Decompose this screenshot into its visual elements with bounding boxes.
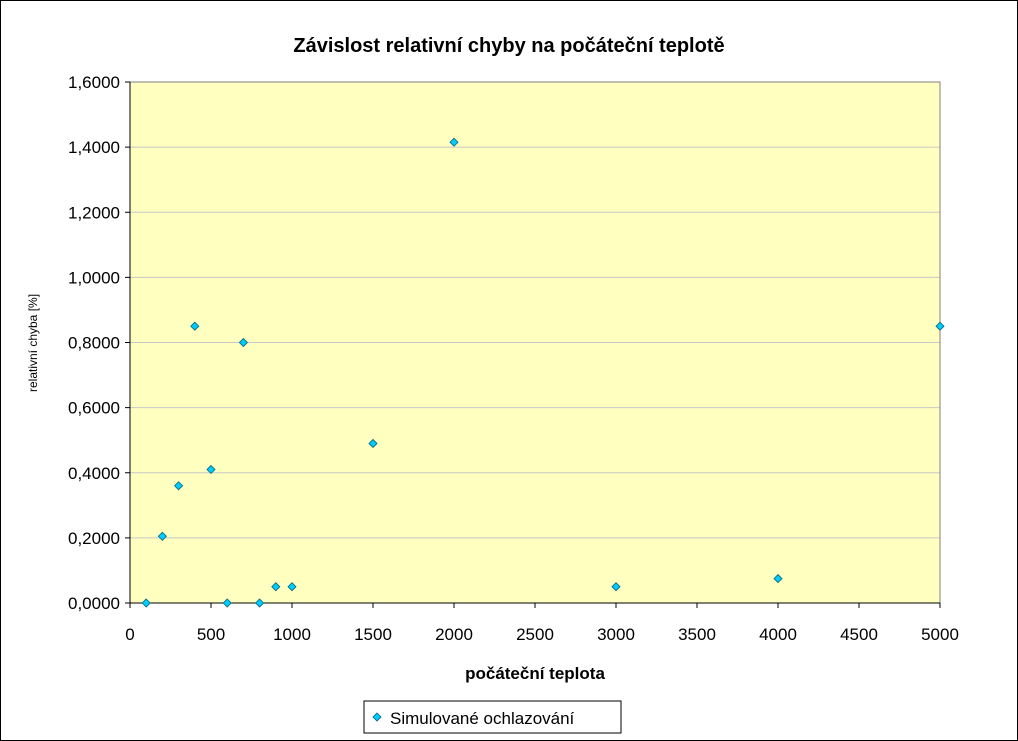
y-tick-label: 1,4000 xyxy=(68,138,120,157)
y-axis-label: relativní chyba [%] xyxy=(26,294,40,392)
x-tick-label: 0 xyxy=(125,625,134,644)
data-point xyxy=(287,582,297,592)
legend-label: Simulované ochlazování xyxy=(390,709,575,728)
y-tick-label: 0,2000 xyxy=(68,529,120,548)
x-axis-ticks: 0 500 1000 1500 2000 2500 3000 3500 4000 4500 5000 xyxy=(125,603,959,644)
y-tick-label: 1,6000 xyxy=(68,73,120,92)
x-tick-label: 3000 xyxy=(597,625,635,644)
plot-area: 0 500 1000 1500 2000 2500 3000 3500 4000 4500 5000… xyxy=(68,73,959,644)
legend-marker-icon xyxy=(372,712,382,722)
data-point xyxy=(935,321,945,331)
x-tick-label: 500 xyxy=(197,625,225,644)
y-tick-label: 0,8000 xyxy=(68,334,120,353)
x-axis-label: počáteční teplota xyxy=(465,664,605,683)
chart-title: Závislost relativní chyby na počáteční t… xyxy=(293,35,724,57)
x-tick-label: 2000 xyxy=(435,625,473,644)
y-tick-label: 1,2000 xyxy=(68,203,120,222)
data-point xyxy=(238,337,248,348)
legend-box xyxy=(363,700,622,734)
y-axis-ticks: 0,0000 0,2000 0,4000 0,6000 0,8000 1,0000 1,20… xyxy=(68,73,130,613)
data-point xyxy=(222,598,232,608)
x-tick-label: 2500 xyxy=(516,625,554,644)
y-tick-label: 0,6000 xyxy=(68,399,120,418)
data-point xyxy=(190,321,200,331)
y-tick-label: 1,0000 xyxy=(68,268,120,287)
y-tick-label: 0,0000 xyxy=(68,594,120,613)
x-tick-label: 3500 xyxy=(678,625,716,644)
x-tick-label: 4500 xyxy=(840,625,878,644)
x-tick-label: 1500 xyxy=(354,625,392,644)
data-point xyxy=(449,137,459,147)
data-point xyxy=(773,574,783,584)
x-tick-label: 1000 xyxy=(273,625,311,644)
data-point xyxy=(174,481,184,491)
data-point xyxy=(271,582,281,592)
y-tick-label: 0,4000 xyxy=(68,464,120,483)
data-points xyxy=(141,137,945,608)
data-point xyxy=(157,531,167,541)
data-point xyxy=(141,598,151,608)
x-tick-label: 5000 xyxy=(921,625,959,644)
data-point xyxy=(206,464,216,475)
x-tick-label: 4000 xyxy=(759,625,797,644)
data-point xyxy=(368,438,378,449)
legend: Simulované ochlazování xyxy=(363,700,622,734)
data-point xyxy=(255,598,265,608)
data-point xyxy=(611,582,621,592)
